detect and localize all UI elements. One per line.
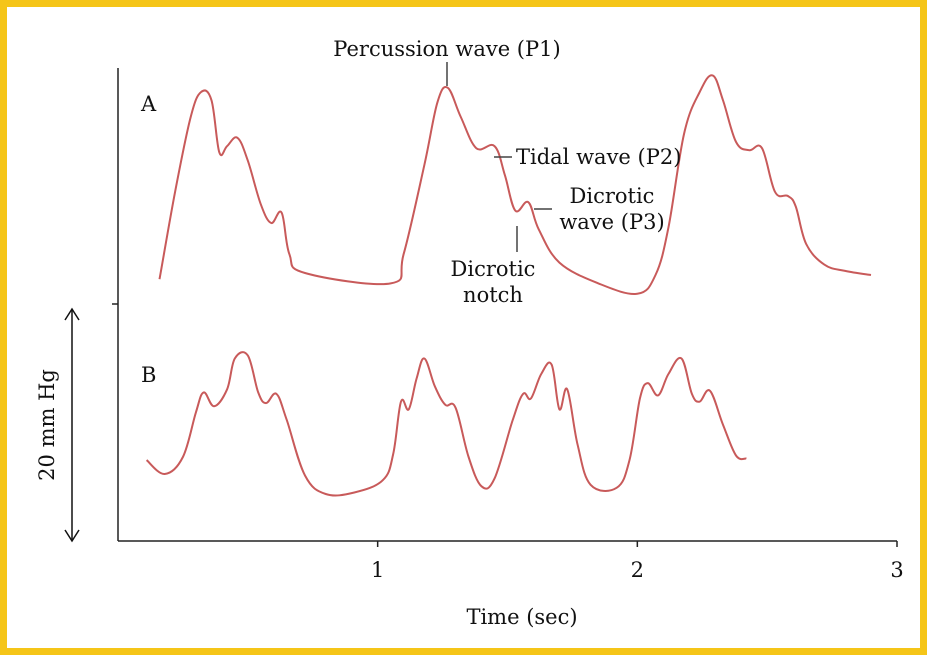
series-label-b: B	[141, 363, 156, 387]
annotation-dicrotic-wave-line2: wave (P3)	[559, 210, 664, 234]
annotation-dicrotic-notch-line1: Dicrotic	[451, 257, 536, 281]
x-tick-label-2: 2	[631, 558, 644, 582]
annotation-tidal-wave: Tidal wave (P2)	[516, 145, 681, 169]
annotation-dicrotic-wave-line1: Dicrotic	[570, 184, 655, 208]
series-label-a: A	[140, 92, 157, 116]
x-tick-label-3: 3	[890, 558, 903, 582]
annotation-dicrotic-notch-line2: notch	[463, 283, 523, 307]
y-axis-label: 20 mm Hg	[35, 369, 59, 481]
annotation-percussion-wave: Percussion wave (P1)	[333, 37, 560, 61]
waveform-b-line	[145, 351, 747, 497]
waveform-a-line	[158, 74, 872, 296]
y-scale-arrow	[64, 307, 80, 543]
x-tick-label-1: 1	[371, 558, 384, 582]
x-axis-label: Time (sec)	[466, 605, 577, 629]
